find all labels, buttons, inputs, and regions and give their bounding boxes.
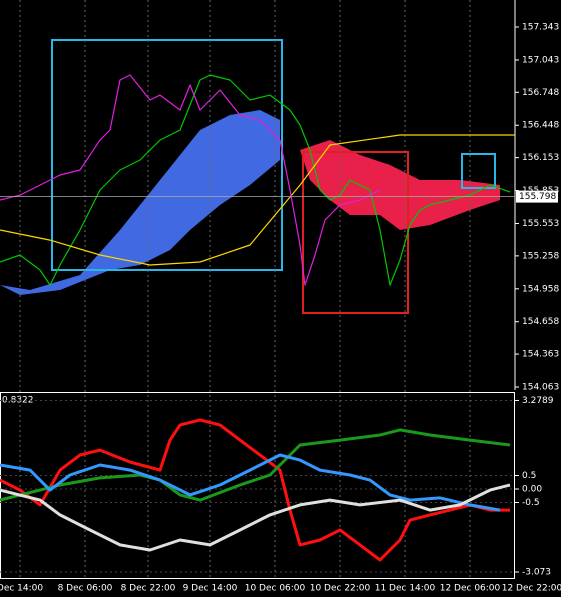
x-tick-label: 12 Dec 06:00	[440, 584, 501, 594]
x-tick-label: 9 Dec 14:00	[183, 584, 238, 594]
x-tick-label: 12 Dec 22:00	[502, 584, 561, 594]
y-tick-label: 156.748	[522, 88, 559, 98]
indicator-frame	[0, 392, 515, 579]
y-tick-label: 0.5	[522, 471, 536, 481]
y-tick-label: 155.553	[522, 219, 559, 229]
y-tick-label: 154.958	[522, 284, 559, 294]
x-tick-label: 8 Dec 22:00	[121, 584, 176, 594]
x-tick-label: Dec 14:00	[0, 584, 43, 594]
y-tick-label: -0.5	[522, 498, 540, 508]
box-cyan-small	[461, 153, 496, 189]
y-tick-label: 154.363	[522, 350, 559, 360]
y-tick-label: -3.073	[522, 567, 551, 577]
series-line	[0, 74, 381, 286]
current-price-label: 155.798	[519, 192, 556, 202]
series-line	[0, 418, 510, 562]
y-tick-label: 156.448	[522, 121, 559, 131]
y-tick-label: 0.00	[522, 485, 542, 495]
y-tick-label: 155.258	[522, 251, 559, 261]
series-line	[0, 483, 511, 552]
y-tick-label: 154.658	[522, 317, 559, 327]
y-tick-label: 154.063	[522, 383, 559, 393]
series-line	[0, 453, 501, 512]
box-cyan	[51, 39, 283, 271]
cloud-bear	[300, 140, 500, 230]
x-tick-label: 8 Dec 06:00	[58, 584, 113, 594]
current-price-box	[516, 190, 558, 203]
scale-max-label: 0.8322	[2, 396, 34, 406]
y-tick-label: 3.2789	[522, 396, 554, 406]
y-tick-label: 157.043	[522, 55, 559, 65]
y-tick-label: 156.153	[522, 153, 559, 163]
series-line	[0, 134, 515, 266]
x-tick-label: 10 Dec 22:00	[310, 584, 371, 594]
y-tick-label: 157.343	[522, 23, 559, 33]
x-tick-label: 10 Dec 06:00	[245, 584, 306, 594]
series-line	[0, 428, 511, 502]
x-tick-label: 11 Dec 14:00	[375, 584, 436, 594]
